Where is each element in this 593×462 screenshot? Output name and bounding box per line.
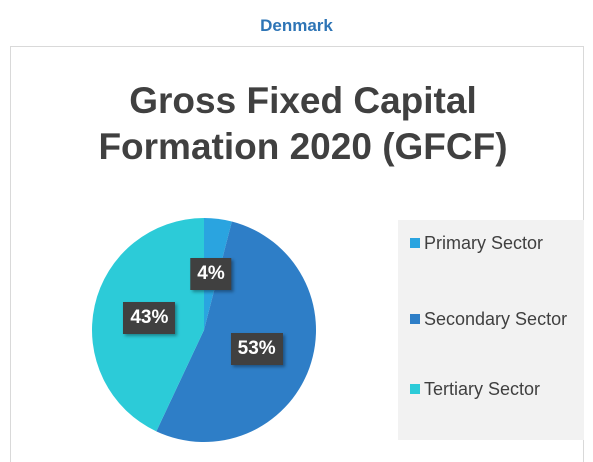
legend-entry: Tertiary Sector [410, 378, 569, 401]
chart-title: Gross Fixed Capital Formation 2020 (GFCF… [98, 80, 508, 167]
data-label: 53% [230, 332, 283, 365]
legend-swatch [410, 384, 420, 394]
page-heading: Denmark [260, 16, 333, 35]
legend-label: Tertiary Sector [424, 379, 541, 399]
legend-label: Primary Sector [424, 233, 544, 253]
pie-slice [156, 221, 316, 442]
data-label: 4% [190, 258, 232, 291]
legend-entry: Primary Sector [410, 232, 569, 255]
legend-entry: Secondary Sector [410, 308, 569, 331]
legend-swatch [410, 314, 420, 324]
data-label: 43% [123, 301, 176, 334]
legend: Primary Sector Secondary Sector Tertiary S… [398, 220, 584, 440]
legend-swatch [410, 238, 420, 248]
legend-label: Secondary Sector [424, 309, 568, 329]
